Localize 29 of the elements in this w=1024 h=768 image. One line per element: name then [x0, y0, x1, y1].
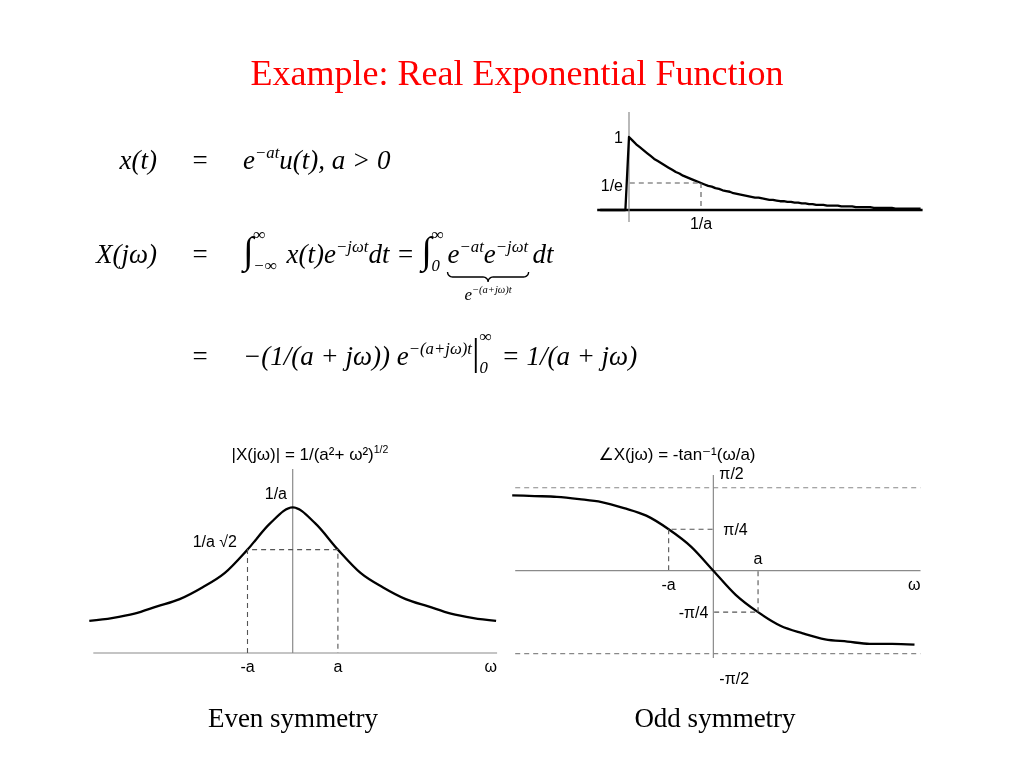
x-tick-label: a: [753, 549, 763, 567]
text: =: [192, 341, 208, 371]
text: e$^{−at}$e$^{−jωt}$: [447, 236, 529, 269]
x-tick-label: -a: [240, 658, 255, 675]
x-axis-title: ω: [484, 658, 498, 675]
text: =: [192, 239, 208, 269]
text: dt: [532, 239, 556, 269]
ref-line-label: π/2: [719, 464, 744, 482]
annotation: 1: [614, 128, 624, 146]
chart-title: ∠X(jω) = -tan⁻¹(ω/a): [598, 445, 756, 464]
text: 1/a: [689, 215, 713, 232]
text: x(t): [118, 145, 158, 175]
text: Example: Real Exponential Function: [250, 53, 784, 93]
annotation: π/4: [723, 520, 748, 538]
text: =: [192, 145, 208, 175]
annotation: -π/4: [678, 603, 709, 621]
x-tick-label: a: [333, 658, 343, 675]
x-axis-title: ω: [908, 575, 921, 593]
text: X(jω): [94, 239, 157, 269]
annotation: 1/e: [600, 176, 624, 194]
text: Odd symmetry: [634, 703, 797, 733]
annotation: 1/a √2: [192, 533, 238, 550]
ref-line-label: -π/2: [719, 669, 750, 687]
text: 1/a: [264, 485, 288, 502]
chart-title: |X(jω)| = 1/(a²+ ω²)$^{1/2}$: [231, 442, 389, 464]
text: e$^{−(a+jω)t}$: [464, 283, 513, 304]
text: e$^{−at}$u(t), a > 0: [243, 142, 391, 175]
text: Even symmetry: [207, 703, 379, 733]
x-tick-label: -a: [661, 575, 676, 593]
